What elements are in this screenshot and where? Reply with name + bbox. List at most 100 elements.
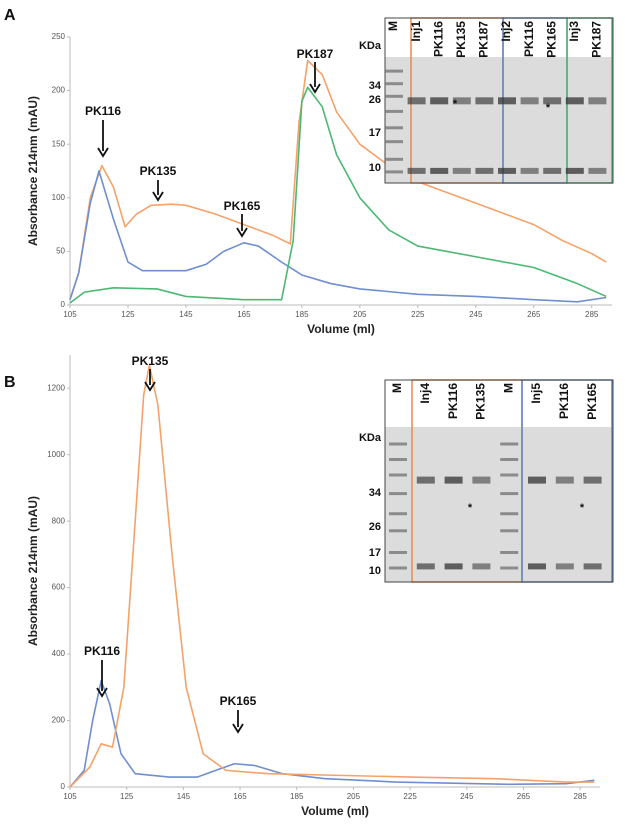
lane-label: M xyxy=(501,383,515,393)
marker-label: 26 xyxy=(369,521,381,533)
gel-band xyxy=(472,476,491,484)
y-tick-label: 150 xyxy=(52,139,66,148)
lane-label: PK165 xyxy=(544,21,558,58)
gel-band xyxy=(500,566,519,570)
gel-band xyxy=(385,170,403,174)
y-tick-label: 250 xyxy=(52,32,66,41)
gel-band xyxy=(500,473,519,477)
gel-image xyxy=(385,427,613,582)
gel-band xyxy=(500,529,519,533)
x-tick-label: 245 xyxy=(469,310,483,319)
gel-band xyxy=(385,157,403,161)
lane-label: PK116 xyxy=(522,21,536,57)
gel-band xyxy=(500,492,519,496)
gel-band xyxy=(416,563,435,570)
x-tick-label: 265 xyxy=(517,792,531,801)
y-tick-label: 200 xyxy=(52,716,66,725)
x-tick-label: 205 xyxy=(347,792,361,801)
asterisk: * xyxy=(468,502,473,514)
y-axis-label: Absorbance 214nm (mAU) xyxy=(26,96,40,246)
lane-label: M xyxy=(386,21,400,31)
x-tick-label: 105 xyxy=(63,310,77,319)
annotation: PK165 xyxy=(224,199,261,213)
gel-band xyxy=(385,109,403,113)
gel-band xyxy=(583,563,602,570)
y-tick-label: 0 xyxy=(61,782,66,791)
line xyxy=(69,364,595,788)
y-tick-label: 50 xyxy=(56,247,65,256)
y-tick-label: 400 xyxy=(52,649,66,658)
arrow-head xyxy=(236,227,248,238)
gel-band xyxy=(565,97,584,105)
gel-band xyxy=(407,97,426,105)
x-tick-label: 145 xyxy=(179,310,193,319)
gel-band xyxy=(500,512,519,516)
asterisk: * xyxy=(453,98,458,110)
lane-label: Inj4 xyxy=(418,383,432,404)
line xyxy=(69,59,607,300)
annotation: PK135 xyxy=(140,164,177,178)
gel-band xyxy=(452,167,471,174)
arrow-head xyxy=(152,191,164,202)
gel-band xyxy=(389,473,407,477)
gel-band xyxy=(555,563,574,570)
gel-band xyxy=(389,442,407,446)
lane-label: PK165 xyxy=(585,383,599,420)
panel-label: A xyxy=(4,7,16,24)
gel-band xyxy=(389,551,407,554)
gel-band xyxy=(475,97,494,105)
gel-band xyxy=(416,476,435,484)
gel-band xyxy=(583,476,602,484)
gel-band xyxy=(385,140,403,144)
x-axis-label: Volume (ml) xyxy=(301,804,369,818)
marker-label: 17 xyxy=(369,547,381,559)
gel-band xyxy=(475,167,494,174)
gel-image xyxy=(385,57,613,183)
marker-label: 34 xyxy=(369,80,382,92)
gel-border xyxy=(384,17,614,184)
line xyxy=(69,86,607,304)
lane-label: PK116 xyxy=(446,383,460,419)
gel-band xyxy=(520,167,539,174)
x-tick-label: 165 xyxy=(233,792,247,801)
lane-label: PK187 xyxy=(590,21,604,58)
y-axis-label: Absorbance 214nm (mAU) xyxy=(26,496,40,646)
gel-band xyxy=(500,442,519,446)
x-tick-label: 225 xyxy=(403,792,417,801)
gel-band xyxy=(500,458,519,461)
asterisk: * xyxy=(580,502,585,514)
gel-band xyxy=(444,476,463,484)
x-tick-label: 125 xyxy=(120,792,134,801)
x-tick-label: 165 xyxy=(237,310,251,319)
x-tick-label: 245 xyxy=(460,792,474,801)
gel-band xyxy=(588,97,607,105)
marker-label: 34 xyxy=(369,487,382,499)
gel-band xyxy=(498,167,516,174)
gel-border xyxy=(384,379,614,583)
lane-label: PK116 xyxy=(557,383,571,419)
gel-band xyxy=(520,97,539,105)
marker-label: 10 xyxy=(369,565,381,577)
arrow-head xyxy=(232,723,244,734)
annotation: PK135 xyxy=(132,354,169,368)
y-tick-label: 800 xyxy=(52,516,66,525)
x-tick-label: 145 xyxy=(177,792,191,801)
gel-band xyxy=(565,167,584,174)
x-tick-label: 185 xyxy=(290,792,304,801)
gel-band xyxy=(543,167,562,174)
y-tick-label: 600 xyxy=(52,583,66,592)
panel-label: B xyxy=(4,374,16,391)
gel-band xyxy=(385,94,403,98)
x-tick-label: 205 xyxy=(353,310,367,319)
annotation: PK116 xyxy=(85,104,121,118)
marker-label: 17 xyxy=(369,127,381,139)
marker-label: 26 xyxy=(369,94,381,106)
lane-label: Inj1 xyxy=(409,21,423,42)
y-tick-label: 100 xyxy=(52,193,66,202)
annotation: PK187 xyxy=(297,47,334,61)
gel-band xyxy=(389,492,407,496)
line xyxy=(69,170,607,303)
gel-band xyxy=(389,512,407,516)
lane-label: Inj2 xyxy=(499,21,513,42)
arrow-head xyxy=(309,83,321,94)
